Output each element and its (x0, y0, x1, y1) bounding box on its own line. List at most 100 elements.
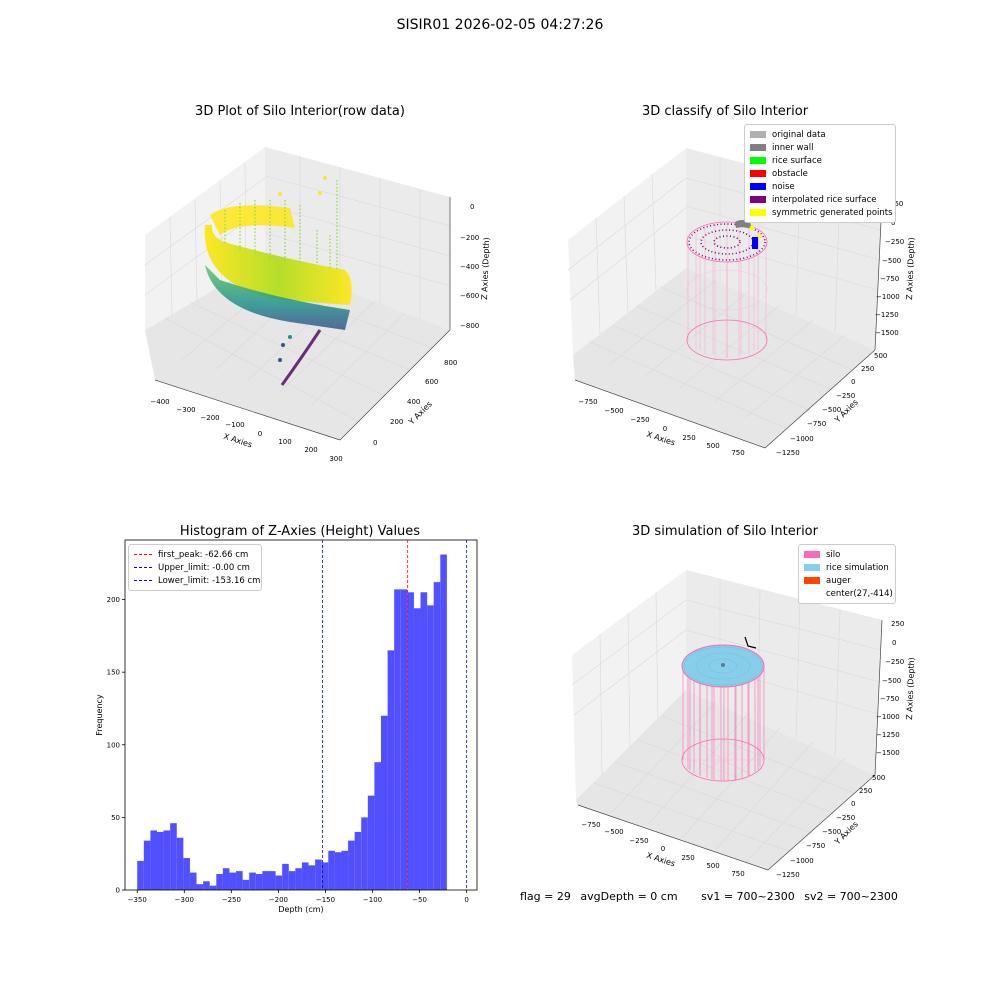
svg-text:−1250: −1250 (776, 871, 800, 879)
y-tick-label: 200 (107, 596, 120, 604)
svg-text:−1500: −1500 (875, 329, 899, 337)
svg-text:−1250: −1250 (876, 731, 900, 739)
histogram-bar (150, 830, 157, 890)
svg-text:0: 0 (663, 425, 667, 433)
raw-y-ticks: 0 200 400 600 800 (373, 359, 457, 447)
svg-text:−750: −750 (880, 275, 899, 283)
legend-item-lower-limit: Lower_limit: -153.16 cm (134, 574, 260, 587)
histogram-bar (440, 554, 447, 890)
svg-text:−1500: −1500 (876, 749, 900, 757)
y-tick-label: 50 (111, 814, 120, 822)
legend-line (134, 554, 152, 555)
simulation-y-ticks: −1250 −1000 −750 −500 −250 0 250 500 (776, 774, 885, 879)
raw-z-label: Z Axies (Depth) (480, 237, 491, 300)
histogram-bar (275, 875, 283, 890)
svg-text:400: 400 (407, 398, 420, 406)
svg-text:250: 250 (890, 200, 903, 208)
classify-symmetric-points (749, 225, 755, 231)
histogram-bar (229, 872, 237, 890)
histogram-bar (288, 871, 296, 890)
legend-item-interpolated-rice-surface: interpolated rice surface (750, 193, 890, 206)
histogram-frame (124, 539, 478, 891)
svg-text:−300: −300 (176, 406, 195, 414)
histogram-bar (413, 608, 421, 890)
raw-ring-band (204, 225, 352, 305)
svg-text:−750: −750 (880, 695, 899, 703)
raw-3d-axes (144, 147, 451, 441)
svg-text:−250: −250 (629, 837, 648, 845)
histogram-bar (374, 762, 381, 890)
histogram-bar (269, 871, 276, 890)
histogram-bar (209, 885, 217, 890)
svg-text:0: 0 (851, 800, 855, 808)
x-tick-label: −50 (412, 896, 427, 904)
legend-item-original-data: original data (750, 128, 890, 141)
svg-text:−250: −250 (836, 392, 855, 400)
svg-text:−750: −750 (578, 398, 597, 406)
legend-swatch (750, 196, 766, 203)
status-sv2: sv2 = 700~2300 (804, 890, 898, 903)
classify-z-ticks: 250 0 −250 −500 −750 −1000 −1250 −1500 (875, 200, 904, 337)
legend-item-obstacle: obstacle (750, 167, 890, 180)
svg-text:200: 200 (304, 446, 317, 454)
legend-item-upper-limit: Upper_limit: -0.00 cm (134, 561, 256, 574)
histogram-bar (420, 592, 428, 890)
raw-ring-lower (205, 265, 350, 330)
simulation-3d-axes (571, 570, 883, 871)
histogram-bar (189, 872, 197, 890)
legend-item-silo: silo (804, 548, 890, 561)
x-tick-label: −350 (128, 896, 147, 904)
legend-swatch (750, 183, 766, 190)
legend-swatch (750, 170, 766, 177)
simulation-plot-title: 3D simulation of Silo Interior (632, 524, 818, 539)
status-avg-depth: avgDepth = 0 cm (580, 890, 678, 903)
histogram-bar (176, 837, 184, 890)
simulation-legend: silo rice simulation auger center(27,-41… (798, 544, 896, 604)
simulation-silo (681, 636, 765, 782)
svg-text:0: 0 (258, 430, 262, 438)
svg-text:250: 250 (861, 365, 874, 373)
legend-item-inner-wall: inner wall (750, 141, 890, 154)
raw-x-ticks: −400 −300 −200 −100 0 100 200 300 (150, 398, 342, 463)
svg-text:100: 100 (278, 438, 291, 446)
svg-text:−500: −500 (604, 828, 623, 836)
histogram-bar (216, 874, 223, 890)
legend-swatch (750, 209, 766, 216)
svg-text:500: 500 (872, 774, 885, 782)
classify-z-label: Z Axies (Depth) (905, 237, 916, 300)
legend-swatch (750, 131, 766, 138)
histogram-plot: −350 −300 −250 −200 −150 −100 −50 0 0 50 100 150 200… (95, 539, 478, 914)
classify-legend: original data inner wall rice surface ob… (744, 124, 896, 223)
svg-text:500: 500 (874, 352, 887, 360)
histogram-bar (400, 589, 408, 890)
svg-text:−1000: −1000 (876, 293, 900, 301)
legend-item-rice-simulation: rice simulation (804, 561, 890, 574)
legend-swatch (750, 144, 766, 151)
legend-item-symmetric-generated-points: symmetric generated points (750, 206, 893, 219)
svg-text:750: 750 (731, 870, 744, 878)
histogram-bar (407, 592, 414, 890)
histogram-bar (143, 840, 151, 890)
svg-text:−1000: −1000 (876, 713, 900, 721)
histogram-bar (170, 823, 177, 890)
svg-text:−800: −800 (460, 322, 479, 330)
classify-silo-wireframe (686, 220, 768, 361)
histogram-bar (242, 879, 250, 890)
svg-text:0: 0 (851, 378, 855, 386)
svg-text:−750: −750 (806, 842, 825, 850)
raw-scatter-points (204, 176, 352, 386)
legend-item-center: center(27,-414) (804, 587, 893, 600)
histogram-bar (196, 884, 204, 890)
histogram-bar (334, 852, 342, 890)
svg-text:0: 0 (470, 203, 474, 211)
svg-text:−250: −250 (885, 238, 904, 246)
classify-noise-points (752, 237, 758, 249)
svg-text:−100: −100 (225, 421, 244, 429)
histogram-bar (301, 862, 309, 890)
svg-text:0: 0 (891, 219, 895, 227)
svg-text:−1250: −1250 (776, 449, 800, 457)
legend-item-noise: noise (750, 180, 890, 193)
histogram-bar (367, 795, 375, 890)
histogram-bar (328, 850, 335, 890)
